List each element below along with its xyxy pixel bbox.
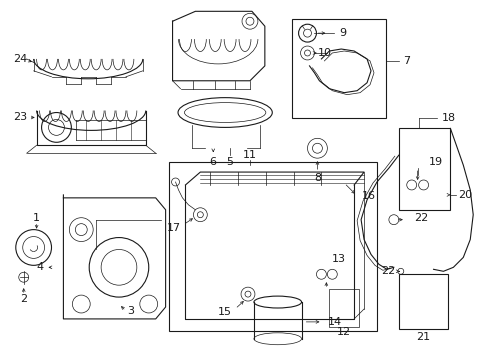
- Text: 22: 22: [414, 213, 428, 223]
- Text: 20: 20: [458, 190, 472, 200]
- Text: 4: 4: [36, 262, 44, 272]
- Text: 16: 16: [362, 191, 376, 201]
- Text: 24: 24: [13, 54, 27, 64]
- Text: 2: 2: [20, 294, 27, 304]
- Text: 9: 9: [339, 28, 346, 38]
- Bar: [169, 162, 377, 331]
- Text: 17: 17: [167, 222, 180, 233]
- Text: 6: 6: [210, 157, 217, 167]
- Text: 11: 11: [243, 150, 257, 160]
- Text: 10: 10: [318, 48, 331, 58]
- Text: 21: 21: [416, 332, 431, 342]
- Text: 12: 12: [337, 327, 351, 337]
- Text: 8: 8: [314, 173, 321, 183]
- Text: 15: 15: [218, 307, 232, 317]
- Bar: [399, 274, 448, 329]
- Text: 13: 13: [332, 255, 346, 264]
- Bar: [399, 129, 450, 210]
- Text: 14: 14: [327, 317, 342, 327]
- Bar: [329, 289, 359, 327]
- Text: 18: 18: [441, 113, 456, 123]
- Text: 5: 5: [226, 157, 234, 167]
- Text: 3: 3: [127, 306, 134, 316]
- Text: 19: 19: [429, 157, 442, 167]
- Text: 23: 23: [13, 112, 27, 122]
- Bar: [292, 19, 386, 118]
- Text: 1: 1: [33, 213, 40, 223]
- Text: 7: 7: [403, 56, 410, 66]
- Text: 22: 22: [382, 266, 396, 276]
